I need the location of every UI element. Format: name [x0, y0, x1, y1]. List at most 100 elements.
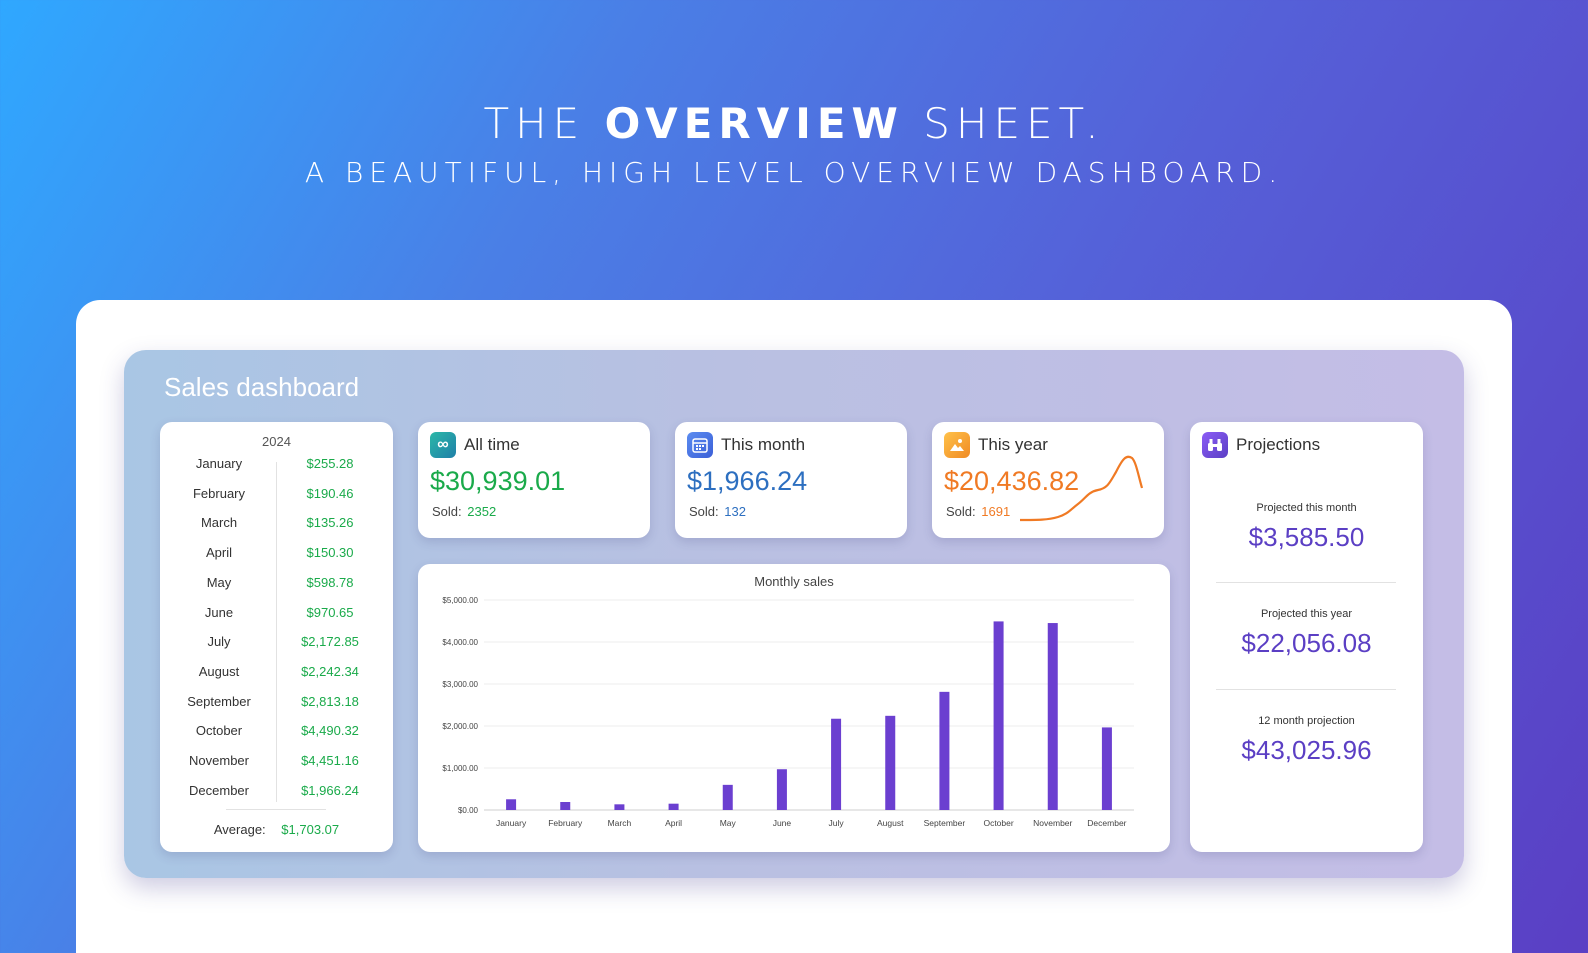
bar — [831, 718, 842, 810]
y-tick-label: $0.00 — [458, 806, 479, 815]
hero-title: THE OVERVIEW SHEET. — [0, 96, 1588, 152]
projection-value: $22,056.08 — [1241, 628, 1372, 658]
month-value: $135.26 — [306, 515, 354, 531]
kpi-this-month-sold: Sold: 132 — [687, 504, 746, 519]
kpi-this-year-card: This year $20,436.82 Sold: 1691 — [932, 422, 1164, 538]
hero-title-bold: OVERVIEW — [604, 99, 904, 148]
projection-label: Projected this year — [1260, 608, 1353, 620]
month-value: $598.78 — [306, 574, 354, 590]
calendar-icon — [687, 432, 713, 458]
divider — [276, 462, 277, 802]
monthly-sales-chart: $0.00 $1,000.00 $2,000.00 $3,000.00 $4,000.0… — [442, 596, 1134, 828]
kpi-this-year-value: $20,436.82 — [944, 466, 1080, 496]
x-tick-label: July — [829, 818, 845, 828]
month-value: $150.30 — [306, 545, 354, 561]
projections-label: Projections — [1236, 435, 1321, 454]
bar — [506, 799, 517, 810]
sold-label: Sold: — [946, 504, 976, 519]
x-tick-label: April — [665, 818, 682, 828]
monthly-sales-chart-card: Monthly sales $0.00 $1,000.00 $2,000.00 $3,… — [418, 564, 1170, 852]
month-row: September $2,813.18 — [160, 694, 393, 722]
month-value: $1,966.24 — [301, 782, 359, 798]
bar — [939, 691, 950, 810]
month-row: July $2,172.85 — [160, 634, 393, 662]
y-tick-label: $1,000.00 — [442, 764, 478, 773]
bar — [776, 769, 787, 810]
image-icon — [944, 432, 970, 458]
sparkline — [1019, 455, 1144, 522]
divider — [226, 809, 326, 810]
month-value: $970.65 — [306, 604, 354, 620]
month-value: $4,490.32 — [301, 723, 359, 739]
month-name: July — [207, 634, 231, 650]
month-row: May $598.78 — [160, 575, 393, 603]
bar — [668, 803, 679, 810]
kpi-this-year-sold: Sold: 1691 — [944, 504, 1010, 519]
monthly-list-card: 2024 January $255.28 February $190.46 March $… — [160, 422, 393, 852]
y-tick-label: $5,000.00 — [442, 596, 478, 605]
projection-label: Projected this month — [1256, 502, 1357, 514]
bar — [1101, 727, 1112, 810]
sold-value: 1691 — [981, 504, 1011, 519]
kpi-this-month-value: $1,966.24 — [687, 466, 808, 496]
month-name: June — [204, 604, 234, 620]
y-tick-label: $2,000.00 — [442, 722, 478, 731]
month-value: $2,813.18 — [301, 693, 359, 709]
month-row: August $2,242.34 — [160, 664, 393, 692]
sold-label: Sold: — [432, 504, 462, 519]
month-row: December $1,966.24 — [160, 783, 393, 811]
projection-month: Projected this month $3,585.50 — [1190, 502, 1423, 553]
kpi-all-time-label: All time — [464, 435, 520, 454]
month-value: $2,242.34 — [301, 663, 359, 679]
projection-year: Projected this year $22,056.08 — [1190, 608, 1423, 659]
month-value: $255.28 — [306, 456, 354, 471]
kpi-this-year-label: This year — [978, 435, 1048, 454]
x-tick-label: February — [548, 818, 583, 828]
bar — [993, 621, 1004, 810]
year-label: 2024 — [262, 434, 291, 449]
month-row: January $255.28 — [160, 456, 393, 484]
month-name: October — [195, 723, 243, 739]
month-name: April — [205, 545, 232, 561]
month-row: April $150.30 — [160, 545, 393, 573]
sales-dashboard: Sales dashboard 2024 January $255.28 Febru… — [124, 350, 1464, 878]
month-value: $2,172.85 — [301, 634, 359, 650]
dashboard-title: Sales dashboard — [164, 372, 360, 402]
y-tick-label: $4,000.00 — [442, 638, 478, 647]
divider — [1216, 582, 1396, 583]
average-value: $1,703.07 — [281, 822, 340, 837]
month-name: September — [187, 693, 251, 709]
month-row: June $970.65 — [160, 605, 393, 633]
bar — [560, 802, 571, 810]
kpi-all-time-sold: Sold: 2352 — [430, 504, 496, 519]
x-tick-label: March — [608, 818, 632, 828]
bar — [885, 715, 896, 810]
month-name: May — [206, 574, 232, 590]
x-tick-label: June — [773, 818, 792, 828]
x-tick-label: August — [877, 818, 904, 828]
infinity-icon: ∞ — [430, 432, 456, 458]
bar — [722, 784, 733, 810]
month-name: February — [192, 485, 246, 501]
sold-value: 2352 — [467, 504, 497, 519]
x-tick-label: November — [1033, 818, 1072, 828]
hero-title-pre: THE — [483, 99, 586, 148]
sold-label: Sold: — [689, 504, 719, 519]
average-label: Average: — [213, 822, 266, 837]
x-tick-label: October — [983, 818, 1013, 828]
bar — [1047, 623, 1058, 810]
chart-title: Monthly sales — [754, 574, 834, 589]
hero-header: THE OVERVIEW SHEET. A BEAUTIFUL, HIGH LE… — [0, 96, 1588, 189]
hero-subtitle: A BEAUTIFUL, HIGH LEVEL OVERVIEW DASHBOA… — [304, 156, 1284, 189]
month-value: $190.46 — [306, 485, 354, 501]
kpi-this-month-card: This month $1,966.24 Sold: 132 — [675, 422, 907, 538]
month-row: February $190.46 — [160, 486, 393, 514]
average-row: Average: $1,703.07 — [160, 822, 393, 837]
x-tick-label: May — [720, 818, 737, 828]
bar — [614, 804, 625, 810]
month-name: March — [200, 515, 238, 531]
hero-title-post: SHEET. — [923, 99, 1105, 148]
month-name: November — [189, 753, 249, 768]
month-row: November $4,451.16 — [160, 753, 393, 781]
month-row: March $135.26 — [160, 515, 393, 543]
